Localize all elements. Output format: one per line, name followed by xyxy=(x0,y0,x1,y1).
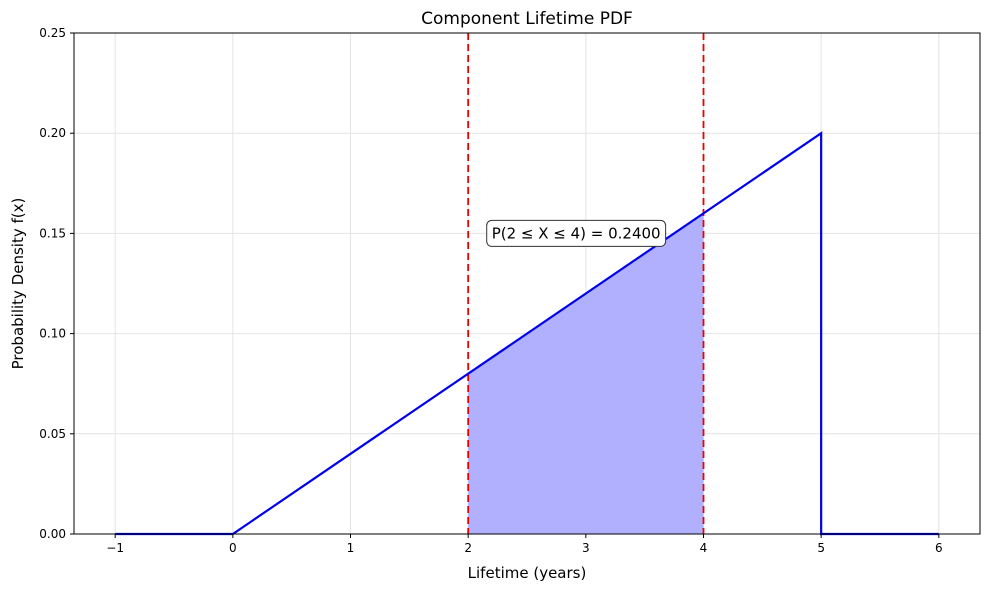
y-tick-label: 0.10 xyxy=(39,327,66,341)
x-tick-label: 5 xyxy=(817,541,825,555)
annotation-text: P(2 ≤ X ≤ 4) = 0.2400 xyxy=(492,224,661,242)
y-tick-label: 0.15 xyxy=(39,226,66,240)
x-axis-label: Lifetime (years) xyxy=(468,564,587,582)
y-tick-label: 0.00 xyxy=(39,527,66,541)
y-tick-label: 0.05 xyxy=(39,427,66,441)
x-tick-label: 3 xyxy=(582,541,590,555)
vertical-lines xyxy=(467,33,705,534)
y-axis-ticks: 0.00 0.05 0.10 0.15 0.20 0.25 xyxy=(39,26,74,541)
x-axis-ticks: −1 0 1 2 3 4 5 6 xyxy=(106,534,943,555)
shaded-probability-area xyxy=(468,213,704,535)
x-tick-label: 0 xyxy=(229,541,237,555)
annotation: P(2 ≤ X ≤ 4) = 0.2400 xyxy=(486,219,667,247)
y-axis-label: Probability Density f(x) xyxy=(9,198,27,370)
x-tick-label: −1 xyxy=(106,541,124,555)
y-tick-label: 0.25 xyxy=(39,26,66,40)
x-tick-label: 6 xyxy=(935,541,943,555)
plot-frame xyxy=(73,32,981,535)
y-tick-label: 0.20 xyxy=(39,126,66,140)
x-tick-label: 2 xyxy=(464,541,472,555)
x-tick-label: 1 xyxy=(347,541,355,555)
annotation-box xyxy=(486,219,667,247)
chart-title: Component Lifetime PDF xyxy=(421,9,633,29)
x-tick-label: 4 xyxy=(700,541,708,555)
